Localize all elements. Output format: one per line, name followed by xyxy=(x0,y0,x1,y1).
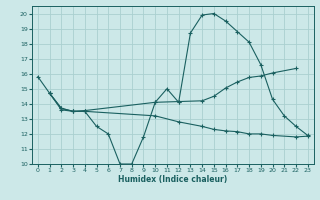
X-axis label: Humidex (Indice chaleur): Humidex (Indice chaleur) xyxy=(118,175,228,184)
